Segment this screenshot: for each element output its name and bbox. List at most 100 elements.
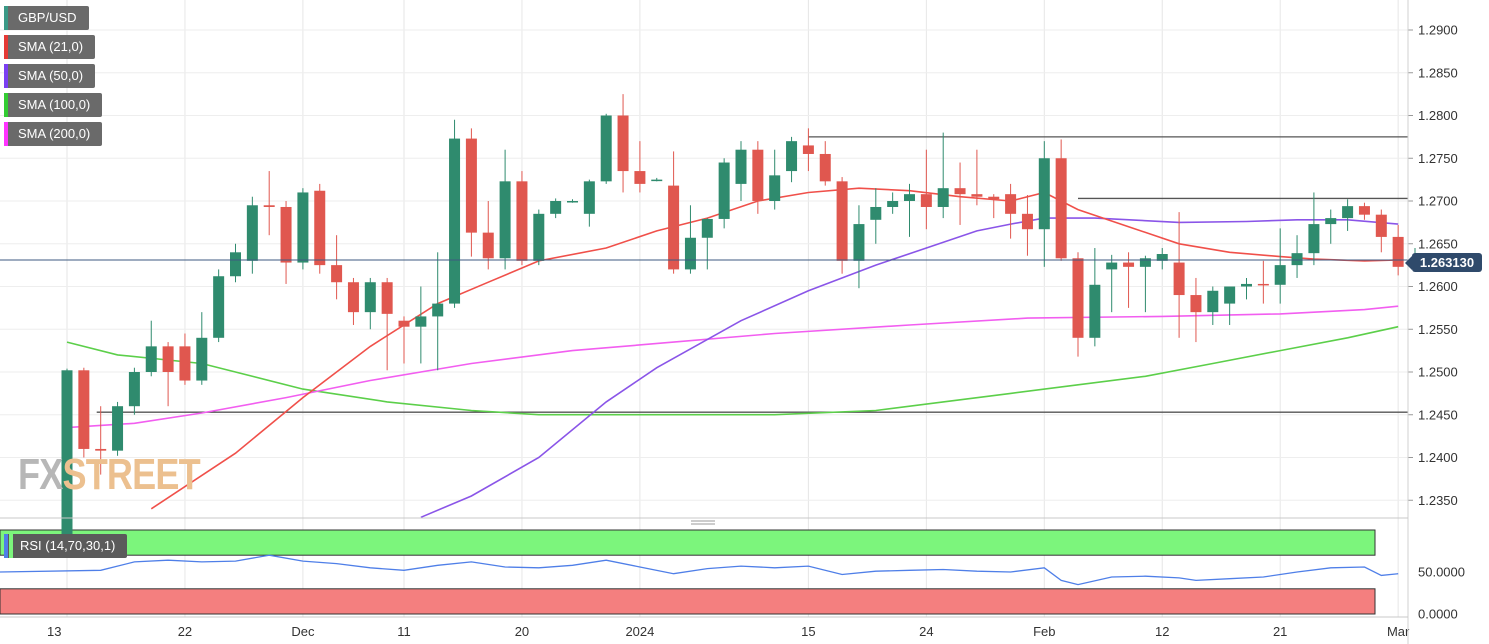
legend-label: GBP/USD: [18, 10, 77, 25]
candle-body: [988, 196, 1000, 200]
legend-label: SMA (200,0): [18, 126, 91, 141]
candle-body: [246, 205, 258, 261]
candle: [853, 205, 865, 289]
candle: [432, 252, 444, 371]
x-tick-label: 22: [178, 624, 192, 639]
rsi-overbought-zone: [0, 529, 1376, 556]
candle: [819, 141, 831, 186]
x-tick-label: Mar: [1387, 624, 1410, 639]
legend-label: SMA (50,0): [18, 68, 84, 83]
candle-body: [819, 153, 831, 182]
candle: [128, 367, 140, 415]
candle-body: [145, 346, 157, 372]
legend-swatch: [4, 122, 8, 146]
candle-body: [1055, 158, 1067, 259]
candle: [516, 171, 528, 266]
y-tick-label: 1.2800: [1418, 108, 1458, 123]
legend-item-sma200[interactable]: SMA (200,0): [4, 122, 103, 146]
legend-label: SMA (21,0): [18, 39, 84, 54]
candle-body: [213, 276, 225, 338]
candle-body: [1190, 295, 1202, 313]
candle: [550, 198, 562, 219]
rsi-line: [0, 554, 1399, 586]
last-price-tag: 1.263130: [1405, 253, 1482, 272]
sma100-line: [66, 325, 1399, 416]
candle-body: [415, 316, 427, 327]
candle-body: [769, 175, 781, 201]
x-tick-label: 20: [515, 624, 529, 639]
candle-body: [920, 194, 932, 207]
candle-body: [1224, 286, 1236, 304]
rsi-legend-item[interactable]: RSI (14,70,30,1): [4, 534, 128, 558]
candle: [617, 94, 629, 193]
rsi-swatch-zone: [9, 534, 13, 558]
candle: [1274, 228, 1286, 304]
candle: [1257, 260, 1269, 304]
candle-body: [583, 181, 595, 214]
y-tick-label: 1.2850: [1418, 65, 1458, 80]
candle: [1358, 202, 1370, 220]
candle-body: [297, 192, 309, 263]
y-tick-label: 1.2750: [1418, 151, 1458, 166]
rsi-oversold-zone: [0, 588, 1376, 615]
candle: [583, 179, 595, 227]
candle: [1156, 248, 1168, 270]
fxstreet-watermark: FXSTREET: [18, 450, 201, 500]
candle: [1241, 277, 1252, 300]
candle: [988, 194, 1000, 219]
candle: [1224, 286, 1236, 325]
candle-body: [1392, 236, 1404, 267]
x-tick-label: 21: [1273, 624, 1287, 639]
y-tick-label: 1.2450: [1418, 407, 1458, 422]
candle-body: [1257, 283, 1269, 286]
candle: [1375, 209, 1387, 253]
candle: [567, 199, 578, 203]
candle: [752, 141, 764, 214]
candle: [1392, 224, 1404, 276]
candle: [1089, 248, 1101, 347]
x-tick-label: 15: [801, 624, 815, 639]
candle-body: [196, 337, 208, 381]
y-tick-label: 1.2650: [1418, 236, 1458, 251]
legend-item-sma100[interactable]: SMA (100,0): [4, 93, 103, 117]
candle: [95, 406, 107, 475]
candle-body: [971, 194, 983, 197]
y-tick-label: 1.2700: [1418, 194, 1458, 209]
pane-resize-handle[interactable]: [691, 520, 715, 525]
candle: [449, 119, 461, 308]
candle-body: [398, 320, 410, 327]
candle: [634, 141, 646, 193]
candle: [1325, 209, 1337, 244]
candle: [651, 177, 663, 182]
candle: [1173, 212, 1185, 338]
candle: [499, 149, 511, 270]
candle-body: [1156, 254, 1168, 261]
candle-body: [112, 406, 124, 451]
candle-body: [1173, 262, 1185, 296]
candle-body: [499, 181, 511, 259]
legend-item-sma21[interactable]: SMA (21,0): [4, 35, 96, 59]
legend-item-gbpusd[interactable]: GBP/USD: [4, 6, 89, 30]
candle-body: [954, 188, 966, 195]
x-tick-label: 2024: [625, 624, 654, 639]
candle: [61, 368, 73, 552]
candle-body: [668, 185, 680, 270]
candle-body: [162, 346, 174, 372]
candle-body: [465, 138, 477, 233]
legend-item-sma50[interactable]: SMA (50,0): [4, 64, 96, 88]
x-tick-label: 24: [919, 624, 933, 639]
indicator-legend: GBP/USD SMA (21,0) SMA (50,0) SMA (100,0…: [4, 6, 103, 151]
legend-swatch: [4, 6, 8, 30]
y-tick-label: 1.2600: [1418, 279, 1458, 294]
candle: [415, 286, 427, 364]
x-tick-label: Feb: [1033, 624, 1055, 639]
candle: [1139, 255, 1151, 313]
candle-body: [634, 171, 646, 184]
candle-body: [432, 303, 444, 317]
y-tick-label: 1.2550: [1418, 322, 1458, 337]
candle-body: [331, 265, 343, 283]
candle: [600, 113, 612, 184]
candle: [1055, 139, 1067, 261]
candle: [78, 367, 90, 458]
